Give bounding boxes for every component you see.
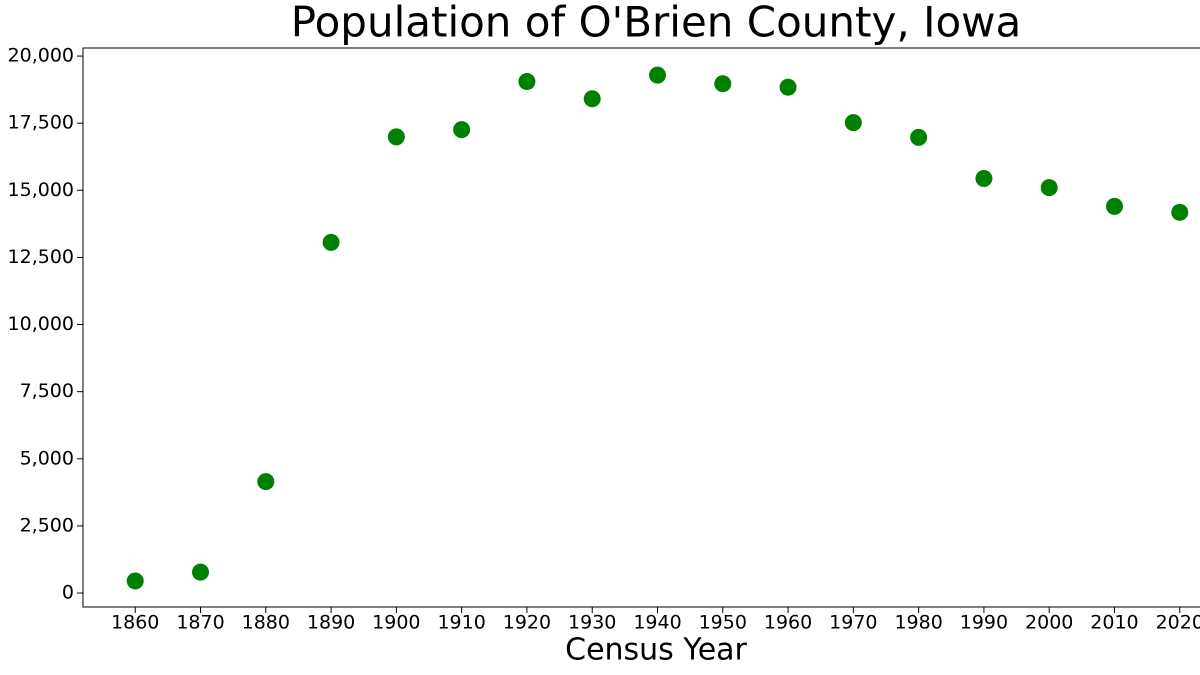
y-tick-label: 17,500 bbox=[8, 112, 74, 134]
data-point bbox=[844, 114, 862, 132]
y-tick-label: 20,000 bbox=[8, 45, 74, 67]
x-tick-label: 1930 bbox=[568, 612, 616, 634]
x-tick-label: 1970 bbox=[829, 612, 877, 634]
x-tick-label: 1900 bbox=[372, 612, 420, 634]
x-axis-label: Census Year bbox=[565, 633, 747, 668]
x-tick-label: 1980 bbox=[894, 612, 942, 634]
chart-title: Population of O'Brien County, Iowa bbox=[291, 0, 1021, 47]
data-point bbox=[518, 73, 536, 91]
data-point bbox=[257, 473, 275, 491]
data-point bbox=[910, 128, 928, 146]
data-point bbox=[453, 121, 471, 139]
data-point bbox=[126, 572, 144, 590]
x-tick-label: 1940 bbox=[633, 612, 681, 634]
y-tick-label: 5,000 bbox=[20, 447, 74, 469]
y-tick-label: 12,500 bbox=[8, 246, 74, 268]
x-tick-label: 1880 bbox=[242, 612, 290, 634]
x-tick-label: 1960 bbox=[764, 612, 812, 634]
y-tick-label: 15,000 bbox=[8, 179, 74, 201]
y-tick-label: 7,500 bbox=[20, 380, 74, 402]
x-tick-label: 1910 bbox=[437, 612, 485, 634]
data-point bbox=[649, 66, 666, 84]
x-tick-label: 2020 bbox=[1156, 612, 1200, 634]
data-point bbox=[714, 75, 732, 93]
data-point bbox=[1171, 203, 1189, 221]
data-point bbox=[192, 563, 210, 581]
x-tick-label: 2000 bbox=[1025, 612, 1073, 634]
data-point bbox=[975, 169, 993, 187]
x-tick-label: 1920 bbox=[503, 612, 551, 634]
data-point bbox=[322, 233, 340, 251]
x-tick-label: 1950 bbox=[699, 612, 747, 634]
data-point bbox=[779, 78, 797, 96]
x-tick-label: 1890 bbox=[307, 612, 355, 634]
x-tick-label: 1990 bbox=[960, 612, 1008, 634]
y-tick-label: 2,500 bbox=[20, 514, 74, 536]
x-tick-label: 1870 bbox=[176, 612, 224, 634]
data-point bbox=[1105, 197, 1123, 215]
data-point bbox=[1040, 179, 1058, 197]
data-point bbox=[387, 128, 405, 146]
x-tick-label: 2010 bbox=[1090, 612, 1138, 634]
data-point bbox=[583, 90, 601, 108]
y-tick-label: 0 bbox=[62, 582, 74, 604]
y-tick-label: 10,000 bbox=[8, 313, 74, 335]
plot-frame bbox=[82, 47, 1200, 608]
x-tick-label: 1860 bbox=[111, 612, 159, 634]
